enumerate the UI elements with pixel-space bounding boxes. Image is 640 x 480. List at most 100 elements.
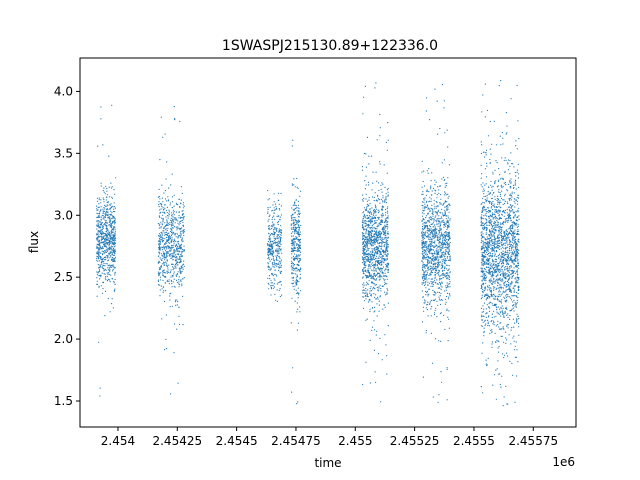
data-point [273, 259, 275, 261]
data-point [492, 304, 494, 306]
data-point [371, 225, 373, 227]
data-point [381, 220, 384, 222]
data-point [278, 262, 280, 264]
data-point [364, 85, 366, 87]
data-point [441, 178, 443, 180]
data-point [367, 283, 369, 285]
data-point [166, 265, 168, 267]
data-point [111, 241, 114, 243]
data-point [299, 306, 301, 308]
data-point [106, 232, 109, 234]
data-point [110, 274, 112, 276]
data-point [299, 244, 301, 246]
data-point [292, 243, 294, 246]
data-point [297, 214, 299, 216]
data-point [100, 218, 102, 220]
data-point [428, 191, 430, 193]
data-point [503, 199, 505, 201]
data-point [363, 239, 365, 241]
data-point [421, 220, 423, 222]
data-point [381, 246, 383, 248]
data-point [436, 194, 438, 196]
data-point [441, 233, 443, 235]
data-point [278, 246, 280, 248]
data-point [178, 211, 180, 214]
data-point [162, 261, 165, 263]
data-point [297, 219, 299, 221]
data-point [362, 292, 364, 294]
data-point [268, 225, 270, 227]
data-point [108, 252, 110, 254]
data-point [368, 252, 370, 254]
data-point [387, 226, 389, 228]
data-point [167, 196, 169, 198]
data-point [366, 318, 368, 320]
data-point [381, 257, 383, 259]
data-point [174, 263, 177, 266]
data-point [299, 311, 301, 313]
data-point [423, 237, 426, 239]
data-point [437, 264, 439, 266]
data-point [437, 205, 439, 207]
data-point [99, 395, 101, 397]
data-point [297, 232, 299, 234]
data-point [111, 254, 113, 256]
data-point [110, 226, 113, 228]
data-point [444, 252, 446, 254]
data-point [375, 274, 377, 276]
data-point [291, 214, 293, 216]
data-point [428, 278, 430, 280]
data-point [438, 394, 440, 396]
data-point [500, 315, 502, 317]
data-point [158, 260, 160, 262]
data-point [270, 248, 272, 250]
data-point [269, 238, 271, 240]
data-point [370, 263, 372, 265]
data-point [291, 245, 293, 247]
data-point [426, 290, 429, 292]
data-point [114, 234, 116, 236]
data-point [369, 265, 371, 267]
data-point [369, 253, 371, 255]
data-point [279, 216, 281, 218]
data-point [449, 278, 451, 281]
data-point [381, 242, 383, 244]
data-point [421, 283, 423, 285]
data-point [446, 241, 448, 244]
data-point [374, 243, 376, 245]
data-point [447, 296, 450, 298]
data-point [440, 254, 442, 257]
data-point [378, 210, 380, 212]
data-point [505, 291, 507, 293]
data-point [267, 266, 269, 268]
data-point [277, 223, 279, 226]
data-point [429, 229, 431, 231]
data-point [178, 276, 180, 278]
data-point [102, 264, 104, 266]
data-point [427, 281, 429, 283]
data-point [170, 184, 172, 186]
data-point [176, 248, 178, 251]
data-point [373, 278, 375, 280]
data-point [100, 252, 102, 254]
data-point [425, 270, 427, 272]
data-point [434, 233, 436, 235]
data-point [296, 403, 298, 405]
data-point [434, 234, 436, 236]
data-point [103, 218, 105, 220]
data-point [385, 251, 387, 253]
data-point [102, 210, 104, 212]
data-point [160, 234, 162, 236]
data-point [386, 373, 388, 375]
data-point [426, 254, 428, 256]
data-point [447, 252, 449, 254]
data-point [112, 264, 114, 266]
data-point [500, 228, 502, 230]
data-point [111, 104, 113, 106]
data-point [442, 251, 444, 253]
data-point [365, 225, 367, 227]
data-point [107, 202, 109, 204]
data-point [370, 251, 372, 253]
data-point [374, 216, 377, 219]
data-point [514, 242, 516, 244]
